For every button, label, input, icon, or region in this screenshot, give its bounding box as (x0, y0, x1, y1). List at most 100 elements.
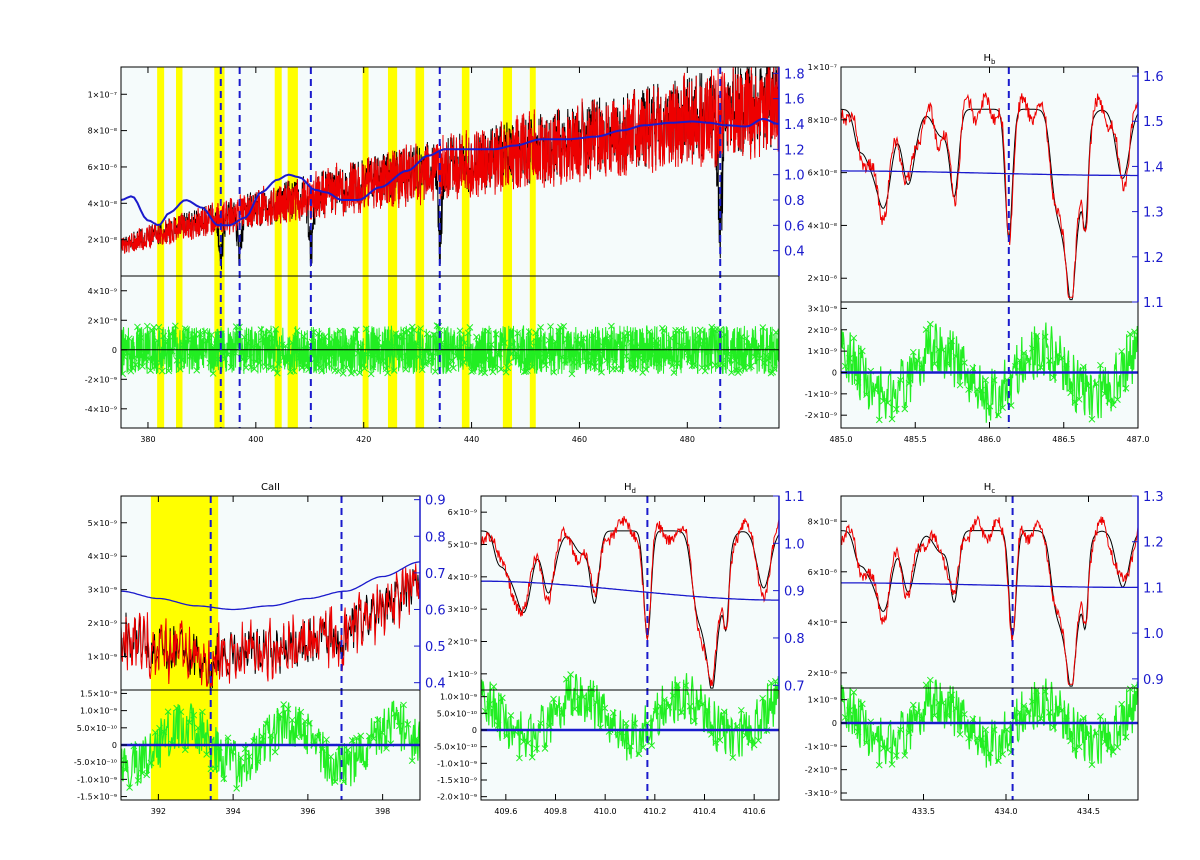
residual-point (269, 335, 276, 342)
residual-point (742, 731, 749, 739)
residual-point (892, 405, 900, 413)
residual-point (209, 370, 217, 377)
residual-point (598, 368, 605, 376)
residual-point (489, 368, 497, 376)
residual-point (1020, 702, 1028, 710)
residual-point (537, 719, 545, 727)
residual-point (716, 736, 724, 744)
x-tick-label: 434.0 (995, 807, 1018, 816)
residual-point (682, 682, 690, 689)
residual-point (481, 369, 489, 377)
residual-point (701, 367, 709, 375)
residual-point (841, 696, 845, 703)
residual-point (362, 325, 370, 333)
residual-point (969, 715, 977, 723)
residual-point (1126, 330, 1134, 338)
residual-point (413, 340, 421, 348)
residual-point (905, 729, 913, 737)
residual-point (400, 328, 408, 336)
residual-point (977, 386, 985, 394)
residual-tick-label: 4×10⁻⁹ (88, 287, 117, 296)
residual-point (125, 335, 133, 342)
residual-point (403, 326, 411, 334)
residual-tick-label: 2×10⁻⁹ (88, 316, 117, 325)
residual-point (263, 720, 270, 728)
residual-point (648, 742, 656, 749)
right-tick-label: 1.1 (1143, 296, 1164, 311)
residual-point (568, 370, 576, 378)
residual-point (249, 343, 257, 351)
residual-point (306, 719, 313, 727)
residual-point (888, 760, 896, 768)
residual-point (165, 367, 173, 375)
residual-point (463, 356, 470, 364)
residual-point (565, 338, 572, 346)
residual-point (1050, 724, 1058, 731)
y-tick-label: 1×10⁻⁷ (808, 63, 837, 72)
residual-point (157, 359, 164, 367)
residual-point (609, 709, 617, 717)
residual-point (514, 330, 521, 337)
residual-point (1088, 761, 1096, 768)
residual-point (378, 729, 386, 736)
residual-point (487, 341, 495, 349)
residual-point (1118, 348, 1126, 355)
residual-point (542, 361, 549, 369)
residual-point (321, 333, 329, 340)
y-tick-label: 4×10⁻⁹ (88, 552, 117, 561)
panel-title: Hd (624, 482, 636, 495)
residual-point (687, 352, 694, 360)
residual-point (428, 353, 436, 360)
residual-point (703, 706, 711, 713)
residual-point (121, 358, 125, 366)
residual-point (604, 340, 612, 348)
residual-point (631, 365, 638, 373)
residual-point (738, 333, 745, 341)
residual-point (751, 353, 758, 361)
residual-point (948, 691, 955, 699)
residual-point (221, 355, 229, 363)
residual-point (552, 338, 559, 345)
residual-point (772, 329, 779, 336)
residual-point (939, 346, 947, 354)
residual-point (960, 710, 968, 718)
highlight-band (157, 67, 165, 428)
residual-point (846, 707, 853, 714)
residual-point (464, 329, 472, 337)
residual-tick-label: -1.0×10⁻⁹ (437, 759, 477, 768)
y-tick-label: 6×10⁻⁸ (808, 568, 837, 577)
residual-point (990, 726, 998, 734)
residual-point (459, 358, 467, 366)
residual-point (649, 342, 656, 349)
residual-series (841, 322, 1138, 423)
highlight-band (415, 67, 425, 428)
residual-point (588, 685, 596, 693)
right-tick-label: 1.2 (1143, 536, 1164, 551)
right-tick-label: 0.7 (425, 567, 446, 582)
residual-point (208, 331, 215, 339)
residual-point (691, 717, 698, 725)
right-tick-label: 1.3 (1143, 206, 1164, 221)
y-tick-label: 8×10⁻⁸ (88, 127, 117, 136)
residual-tick-label: -5.0×10⁻¹⁰ (74, 758, 117, 767)
residual-point (405, 357, 413, 364)
residual-point (573, 336, 581, 344)
residual-point (468, 368, 475, 375)
residual-point (640, 358, 648, 366)
residual-point (601, 339, 609, 346)
residual-point (995, 757, 1002, 765)
residual-point (695, 697, 702, 705)
residual-tick-label: 1.5×10⁻⁹ (80, 689, 117, 698)
residual-point (581, 347, 589, 355)
residual-tick-label: 1.0×10⁻⁹ (80, 707, 117, 716)
residual-point (170, 332, 178, 340)
residual-point (466, 324, 474, 331)
residual-point (476, 340, 484, 348)
residual-point (206, 359, 214, 367)
residual-point (960, 359, 968, 367)
residual-point (1012, 362, 1019, 370)
residual-tick-label: -1.0×10⁻⁹ (77, 775, 117, 784)
highlight-band (274, 67, 282, 428)
residual-point (501, 339, 508, 347)
residual-point (224, 351, 232, 359)
